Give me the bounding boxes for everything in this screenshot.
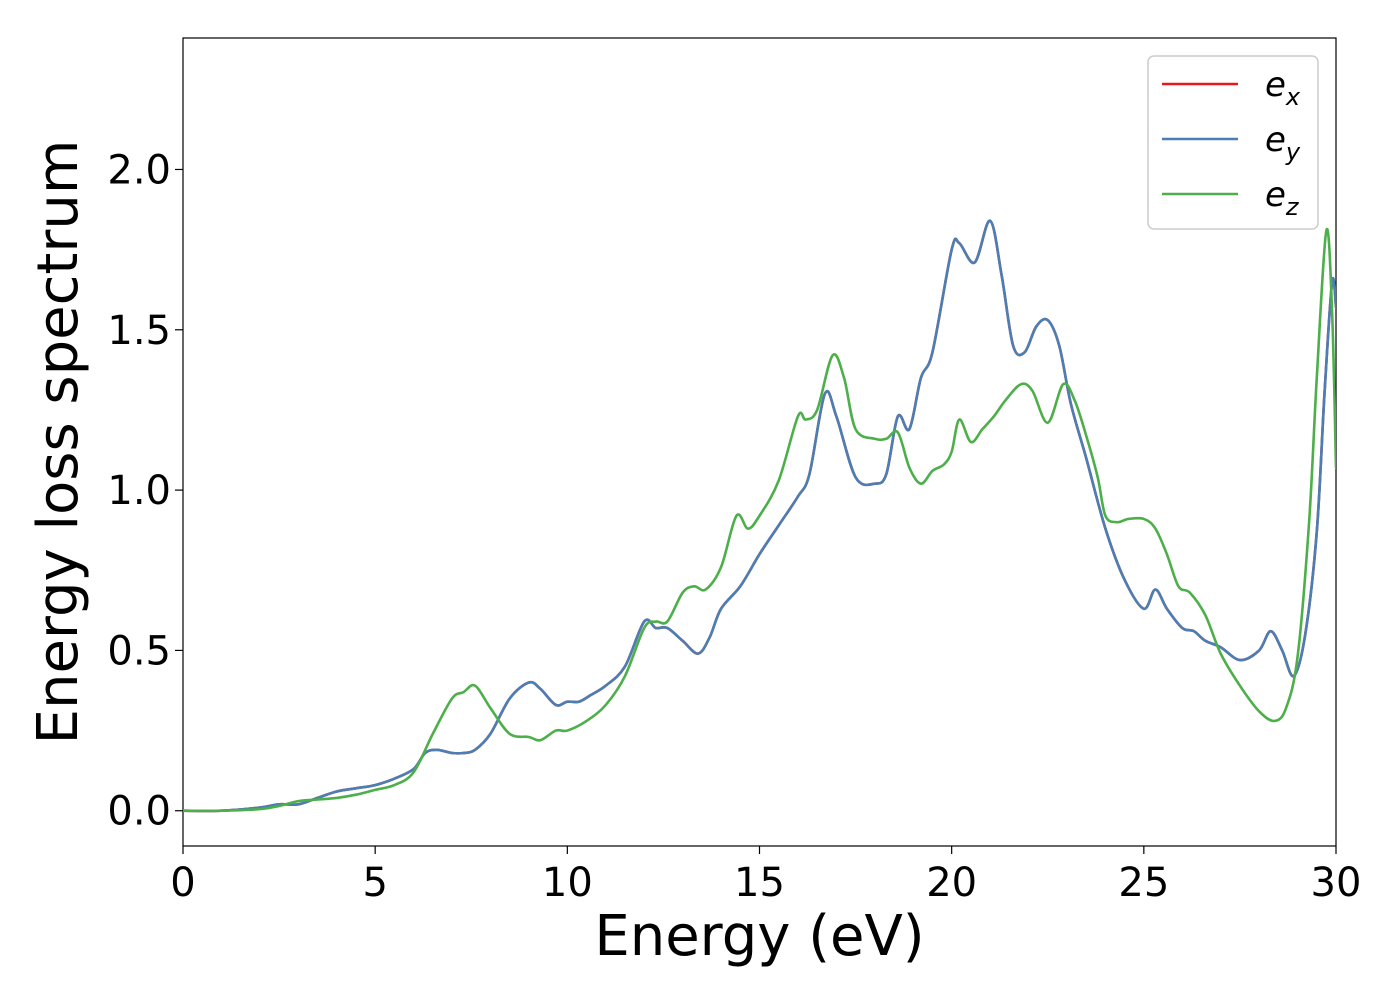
y-tick-label: 1.5 (107, 308, 171, 354)
legend-items: ex ey ez (1162, 65, 1301, 221)
x-tick-label: 10 (542, 860, 593, 906)
y-axis-title: Energy loss spectrum (26, 140, 91, 745)
x-tick-label: 15 (734, 860, 785, 906)
series-layer (183, 219, 1336, 813)
x-tick-label: 25 (1118, 860, 1169, 906)
y-tick-label: 0.5 (107, 628, 171, 674)
legend-label-z: ez (1265, 175, 1300, 221)
legend-label-x: ex (1265, 65, 1301, 111)
legend: ex ey ez (1147, 55, 1319, 230)
legend-box (1147, 55, 1319, 230)
y-tick-label: 2.0 (107, 147, 171, 193)
x-tick-label: 0 (170, 860, 195, 906)
x-tick-label: 5 (362, 860, 387, 906)
series-line-y (183, 219, 1336, 813)
legend-label-y: ey (1265, 120, 1301, 166)
y-axis-ticks: 0.0 0.5 1.0 1.5 2.0 (107, 147, 183, 835)
x-tick-label: 30 (1311, 860, 1362, 906)
x-axis-title: Energy (eV) (594, 904, 924, 969)
y-tick-label: 1.0 (107, 468, 171, 514)
x-axis-ticks: 0 5 10 15 20 25 30 (170, 846, 1361, 906)
series-line-z (183, 227, 1336, 813)
y-tick-label: 0.0 (107, 789, 171, 835)
x-tick-label: 20 (926, 860, 977, 906)
